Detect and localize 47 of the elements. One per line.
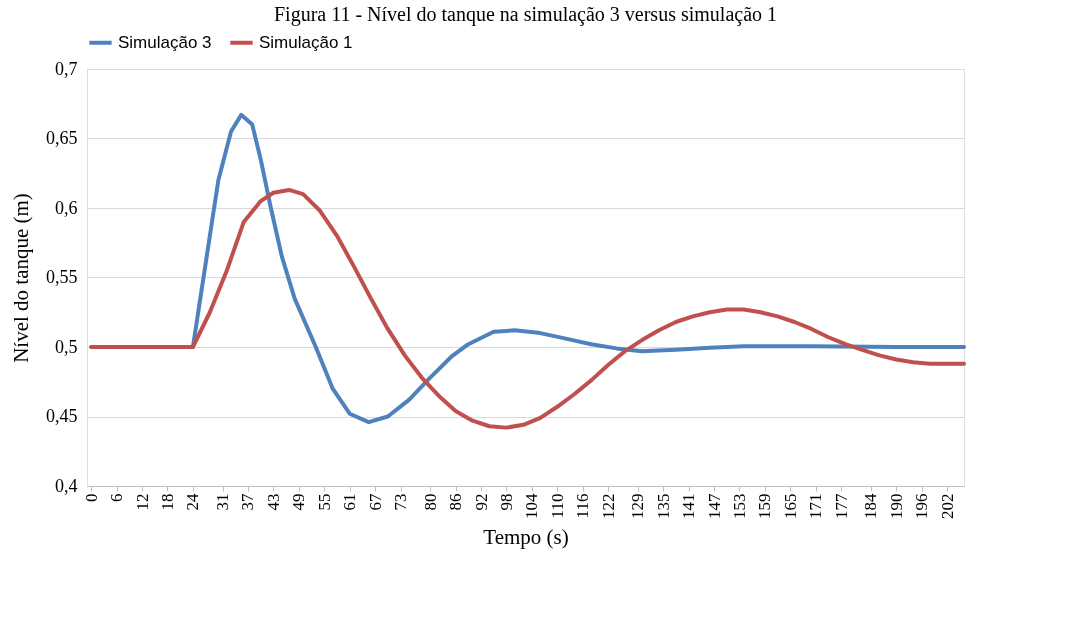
y-tick-label: 0,55 [46,267,78,287]
x-tick-label: 135 [653,493,673,519]
x-tick-label: 73 [391,493,411,511]
x-tick-label: 92 [471,493,491,511]
legend-label: Simulação 3 [118,32,212,52]
x-axis-title: Tempo (s) [483,525,569,549]
x-tick-label: 31 [213,493,233,511]
x-tick-label: 116 [573,493,593,519]
x-tick-label: 6 [107,493,127,502]
x-tick-label: 171 [806,493,826,519]
x-tick-label: 49 [289,493,309,511]
x-tick-label: 61 [340,493,360,511]
x-tick-label: 12 [132,493,152,511]
x-tick-label: 98 [496,493,516,511]
x-tick-label: 110 [547,493,567,519]
x-tick-label: 177 [831,493,851,519]
x-tick-label: 196 [912,493,932,519]
y-tick-label: 0,65 [46,128,78,148]
x-tick-label: 80 [420,493,440,511]
x-tick-label: 86 [446,493,466,511]
x-tick-label: 184 [861,493,881,519]
x-tick-label: 147 [704,493,724,519]
x-tick-label: 43 [263,493,283,511]
x-tick-label: 67 [365,493,385,511]
x-tick-label: 122 [598,493,618,519]
x-tick-label: 202 [937,493,957,519]
x-tick-label: 190 [886,493,906,519]
legend-label: Simulação 1 [259,32,353,52]
x-tick-label: 37 [238,493,258,511]
x-tick-label: 165 [780,493,800,519]
y-tick-label: 0,7 [55,58,78,79]
x-tick-label: 159 [755,493,775,519]
y-axis-title: Nível do tanque (m) [9,193,33,363]
x-tick-label: 55 [314,493,334,511]
y-tick-label: 0,45 [46,406,78,426]
y-tick-label: 0,5 [55,336,78,357]
x-tick-label: 104 [522,493,542,519]
y-tick-label: 0,6 [55,197,78,218]
x-tick-label: 141 [679,493,699,519]
x-tick-label: 24 [183,493,203,511]
chart-title: Figura 11 - Nível do tanque na simulação 3 versus simulação 1 [273,3,778,26]
x-tick-label: 129 [628,493,648,519]
x-tick-label: 18 [158,493,177,511]
line-series [89,187,966,430]
x-tick-label: 153 [729,493,749,519]
y-tick-label: 0,4 [55,475,78,496]
x-tick-label: 0 [81,493,101,502]
